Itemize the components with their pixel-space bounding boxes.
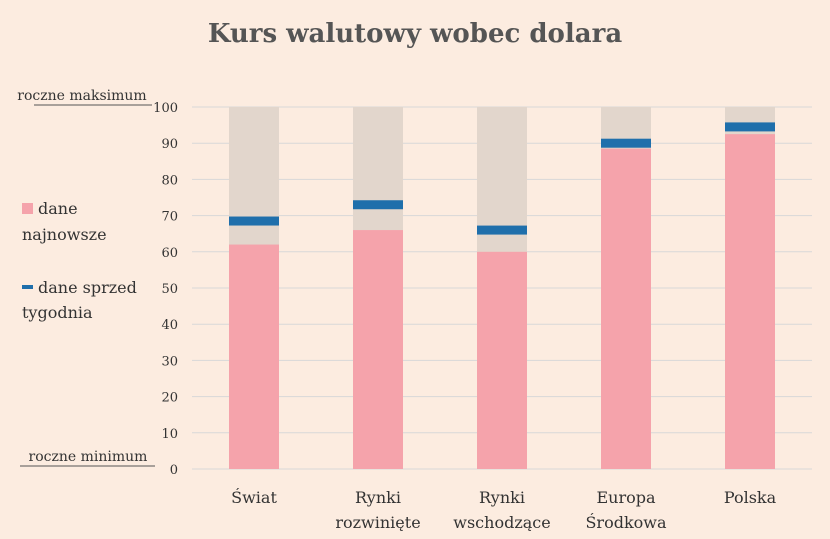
x-tick-label: Polska [724,488,777,507]
legend-latest-line2: najnowsze [22,225,107,244]
y-tick-label: 30 [161,354,178,369]
week-ago-marker [601,138,651,148]
y-tick-label: 60 [161,246,178,261]
x-axis: Świat Rynki rozwinięte Rynki wschodzące Europ… [231,487,776,532]
y-tick-label: 20 [161,391,178,406]
legend-latest-line1: dane [38,199,78,218]
week-ago-marker [229,216,279,226]
y-tick-label: 80 [161,173,178,188]
legend: dane najnowsze dane sprzed tygodnia [22,199,137,322]
week-ago-marker [477,225,527,235]
y-tick-label: 10 [161,427,178,442]
y-tick-label: 50 [161,282,178,297]
week-ago-marker [353,200,403,210]
y-axis: 0 10 20 30 40 50 60 70 80 90 100 [153,101,178,478]
x-tick-label: Środkowa [585,512,667,532]
legend-week-ago-line1: dane sprzed [38,278,137,297]
week-ago-markers [229,122,775,235]
latest-bar [229,244,279,469]
y-tick-label: 70 [161,210,178,225]
legend-latest-swatch [22,203,33,214]
chart-title: Kurs walutowy wobec dolara [208,19,622,49]
bars [229,107,775,469]
x-tick-label: Świat [231,487,277,507]
legend-week-ago-line2: tygodnia [22,303,93,322]
latest-bar [477,251,527,469]
y-tick-label: 40 [161,318,178,333]
x-tick-label: Europa [596,488,656,507]
x-tick-label: Rynki [479,488,525,507]
y-tick-label: 0 [170,463,178,478]
latest-bar [601,148,651,469]
legend-week-ago-swatch [22,285,33,289]
y-tick-label: 100 [153,101,178,116]
y-tick-label: 90 [161,137,178,152]
latest-bar [353,230,403,469]
x-tick-label: Rynki [355,488,401,507]
y-bottom-label: roczne minimum [29,449,148,465]
x-tick-label: wschodzące [453,513,550,532]
y-top-label: roczne maksimum [17,88,146,104]
latest-bar [725,134,775,469]
week-ago-marker [725,122,775,132]
x-tick-label: rozwinięte [335,513,420,532]
